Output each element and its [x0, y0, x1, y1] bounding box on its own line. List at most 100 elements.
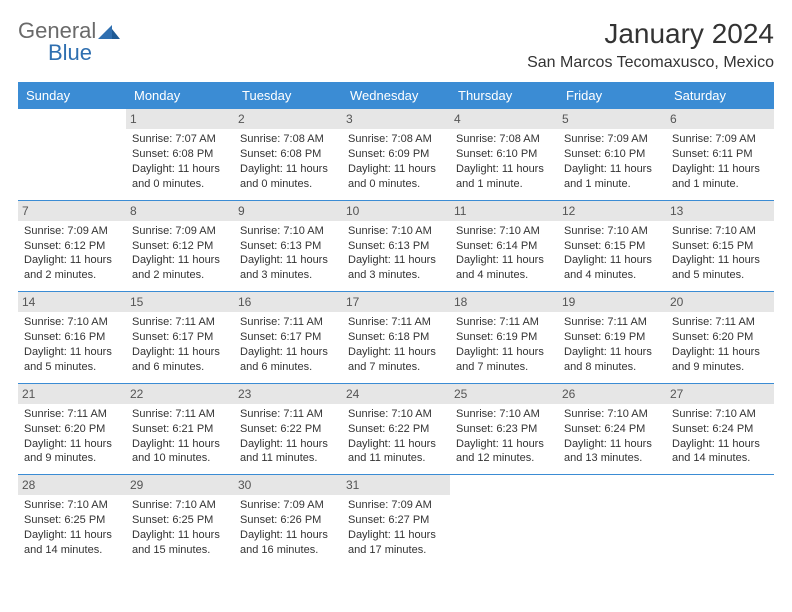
daylight-text: Daylight: 11 hours — [348, 345, 444, 360]
calendar-day-cell: 3Sunrise: 7:08 AMSunset: 6:09 PMDaylight… — [342, 109, 450, 200]
day-number: 30 — [234, 475, 342, 495]
calendar-day-cell: 24Sunrise: 7:10 AMSunset: 6:22 PMDayligh… — [342, 383, 450, 475]
calendar-day-cell: 11Sunrise: 7:10 AMSunset: 6:14 PMDayligh… — [450, 200, 558, 292]
daylight-text: and 2 minutes. — [132, 268, 228, 283]
daylight-text: and 12 minutes. — [456, 451, 552, 466]
weekday-header: Monday — [126, 82, 234, 109]
daylight-text: Daylight: 11 hours — [672, 162, 768, 177]
daylight-text: Daylight: 11 hours — [240, 162, 336, 177]
calendar-day-cell: 21Sunrise: 7:11 AMSunset: 6:20 PMDayligh… — [18, 383, 126, 475]
sunset-text: Sunset: 6:08 PM — [240, 147, 336, 162]
sunrise-text: Sunrise: 7:09 AM — [240, 498, 336, 513]
daylight-text: Daylight: 11 hours — [132, 437, 228, 452]
calendar-day-cell: 10Sunrise: 7:10 AMSunset: 6:13 PMDayligh… — [342, 200, 450, 292]
day-number: 13 — [666, 201, 774, 221]
day-number: 20 — [666, 292, 774, 312]
calendar-day-cell: 8Sunrise: 7:09 AMSunset: 6:12 PMDaylight… — [126, 200, 234, 292]
sunset-text: Sunset: 6:17 PM — [132, 330, 228, 345]
calendar-day-cell: 4Sunrise: 7:08 AMSunset: 6:10 PMDaylight… — [450, 109, 558, 200]
calendar-day-cell: 31Sunrise: 7:09 AMSunset: 6:27 PMDayligh… — [342, 475, 450, 566]
sunrise-text: Sunrise: 7:11 AM — [348, 315, 444, 330]
sunset-text: Sunset: 6:15 PM — [564, 239, 660, 254]
daylight-text: Daylight: 11 hours — [564, 253, 660, 268]
sunrise-text: Sunrise: 7:10 AM — [132, 498, 228, 513]
sunrise-text: Sunrise: 7:07 AM — [132, 132, 228, 147]
daylight-text: Daylight: 11 hours — [672, 345, 768, 360]
daylight-text: and 13 minutes. — [564, 451, 660, 466]
location-label: San Marcos Tecomaxusco, Mexico — [527, 54, 774, 72]
daylight-text: and 4 minutes. — [456, 268, 552, 283]
sunrise-text: Sunrise: 7:11 AM — [672, 315, 768, 330]
sunrise-text: Sunrise: 7:10 AM — [348, 407, 444, 422]
daylight-text: and 0 minutes. — [240, 177, 336, 192]
weekday-header: Sunday — [18, 82, 126, 109]
header: GeneralBlue January 2024 San Marcos Teco… — [18, 18, 774, 72]
daylight-text: Daylight: 11 hours — [456, 162, 552, 177]
calendar-day-cell: 18Sunrise: 7:11 AMSunset: 6:19 PMDayligh… — [450, 292, 558, 384]
calendar-week-row: 14Sunrise: 7:10 AMSunset: 6:16 PMDayligh… — [18, 292, 774, 384]
calendar-day-cell: 27Sunrise: 7:10 AMSunset: 6:24 PMDayligh… — [666, 383, 774, 475]
calendar-day-cell: 7Sunrise: 7:09 AMSunset: 6:12 PMDaylight… — [18, 200, 126, 292]
sunset-text: Sunset: 6:12 PM — [132, 239, 228, 254]
brand-mark-icon — [98, 23, 122, 44]
day-number: 4 — [450, 109, 558, 129]
calendar-day-cell: 28Sunrise: 7:10 AMSunset: 6:25 PMDayligh… — [18, 475, 126, 566]
daylight-text: Daylight: 11 hours — [132, 345, 228, 360]
daylight-text: Daylight: 11 hours — [24, 345, 120, 360]
daylight-text: and 3 minutes. — [348, 268, 444, 283]
page: GeneralBlue January 2024 San Marcos Teco… — [0, 0, 792, 566]
sunset-text: Sunset: 6:16 PM — [24, 330, 120, 345]
calendar-body: 1Sunrise: 7:07 AMSunset: 6:08 PMDaylight… — [18, 109, 774, 566]
sunset-text: Sunset: 6:15 PM — [672, 239, 768, 254]
calendar-day-cell: 13Sunrise: 7:10 AMSunset: 6:15 PMDayligh… — [666, 200, 774, 292]
sunset-text: Sunset: 6:14 PM — [456, 239, 552, 254]
daylight-text: Daylight: 11 hours — [24, 253, 120, 268]
daylight-text: and 5 minutes. — [24, 360, 120, 375]
sunset-text: Sunset: 6:09 PM — [348, 147, 444, 162]
sunset-text: Sunset: 6:19 PM — [564, 330, 660, 345]
daylight-text: and 6 minutes. — [240, 360, 336, 375]
sunrise-text: Sunrise: 7:08 AM — [240, 132, 336, 147]
day-number: 25 — [450, 384, 558, 404]
daylight-text: Daylight: 11 hours — [24, 437, 120, 452]
day-number: 21 — [18, 384, 126, 404]
calendar-week-row: 7Sunrise: 7:09 AMSunset: 6:12 PMDaylight… — [18, 200, 774, 292]
calendar-day-cell: 20 Sunrise: 7:11 AMSunset: 6:20 PMDayligh… — [666, 292, 774, 384]
daylight-text: and 9 minutes. — [672, 360, 768, 375]
day-number: 28 — [18, 475, 126, 495]
sunset-text: Sunset: 6:11 PM — [672, 147, 768, 162]
sunrise-text: Sunrise: 7:10 AM — [240, 224, 336, 239]
calendar-day-cell: 2Sunrise: 7:08 AMSunset: 6:08 PMDaylight… — [234, 109, 342, 200]
day-number: 8 — [126, 201, 234, 221]
sunset-text: Sunset: 6:22 PM — [240, 422, 336, 437]
sunset-text: Sunset: 6:20 PM — [672, 330, 768, 345]
sunset-text: Sunset: 6:23 PM — [456, 422, 552, 437]
sunrise-text: Sunrise: 7:10 AM — [24, 498, 120, 513]
sunrise-text: Sunrise: 7:10 AM — [564, 407, 660, 422]
daylight-text: and 1 minute. — [564, 177, 660, 192]
day-number: 22 — [126, 384, 234, 404]
daylight-text: Daylight: 11 hours — [564, 437, 660, 452]
daylight-text: and 8 minutes. — [564, 360, 660, 375]
sunset-text: Sunset: 6:08 PM — [132, 147, 228, 162]
daylight-text: Daylight: 11 hours — [24, 528, 120, 543]
daylight-text: and 0 minutes. — [132, 177, 228, 192]
sunset-text: Sunset: 6:22 PM — [348, 422, 444, 437]
weekday-header: Wednesday — [342, 82, 450, 109]
title-block: January 2024 San Marcos Tecomaxusco, Mex… — [527, 18, 774, 72]
day-number: 11 — [450, 201, 558, 221]
sunrise-text: Sunrise: 7:11 AM — [132, 407, 228, 422]
sunset-text: Sunset: 6:12 PM — [24, 239, 120, 254]
daylight-text: Daylight: 11 hours — [348, 528, 444, 543]
sunset-text: Sunset: 6:19 PM — [456, 330, 552, 345]
sunrise-text: Sunrise: 7:11 AM — [240, 315, 336, 330]
daylight-text: Daylight: 11 hours — [348, 253, 444, 268]
daylight-text: and 0 minutes. — [348, 177, 444, 192]
calendar-day-cell: 6Sunrise: 7:09 AMSunset: 6:11 PMDaylight… — [666, 109, 774, 200]
day-number: 3 — [342, 109, 450, 129]
day-number: 15 — [126, 292, 234, 312]
sunset-text: Sunset: 6:18 PM — [348, 330, 444, 345]
day-number: 19 — [558, 292, 666, 312]
sunrise-text: Sunrise: 7:10 AM — [672, 407, 768, 422]
calendar-day-cell: 12Sunrise: 7:10 AMSunset: 6:15 PMDayligh… — [558, 200, 666, 292]
